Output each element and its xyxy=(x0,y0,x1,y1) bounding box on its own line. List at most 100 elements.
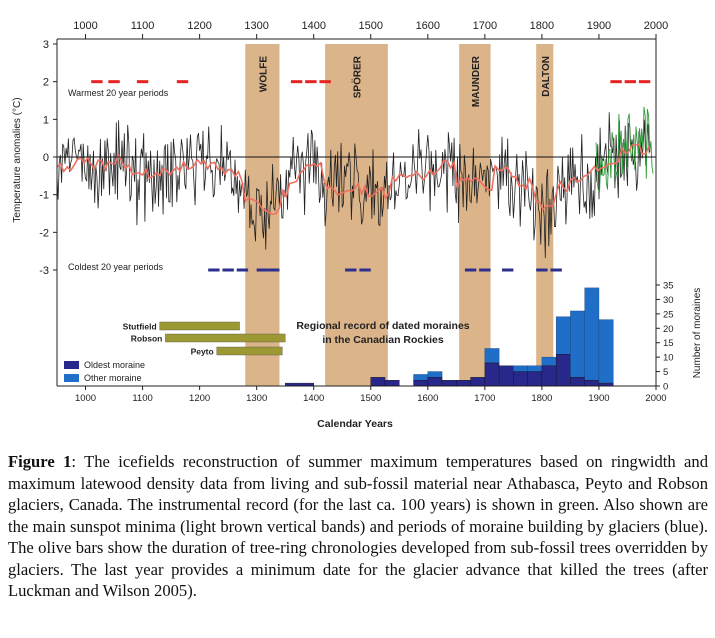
top-tick-label: 1000 xyxy=(73,20,97,32)
left-tick-label: 2 xyxy=(43,77,49,89)
moraine-bar-other xyxy=(555,316,571,355)
left-tick-label: -1 xyxy=(39,190,49,202)
warm-periods-label: Warmest 20 year periods xyxy=(68,88,169,98)
top-tick-label: 1500 xyxy=(359,20,383,32)
top-tick-label: 1900 xyxy=(587,20,611,32)
chart-annotations: Warmest 20 year periods Coldest 20 year … xyxy=(12,88,703,430)
moraine-bar-oldest xyxy=(370,377,386,387)
tree-ring-chronology-bars: Stutfield Robson Peyto xyxy=(123,322,286,357)
right-tick-label: 10 xyxy=(663,353,674,364)
moraine-bar-oldest xyxy=(441,380,457,387)
olive-bar-label: Stutfield xyxy=(123,322,157,332)
right-tick-label: 35 xyxy=(663,281,674,292)
moraine-bar-oldest xyxy=(527,371,543,387)
left-tick-label: 3 xyxy=(43,39,49,51)
moraine-bar-oldest xyxy=(384,380,400,387)
minimum-band xyxy=(245,44,280,386)
top-tick-label: 2000 xyxy=(644,20,668,32)
legend-oldest-swatch xyxy=(64,361,79,369)
olive-bar xyxy=(216,346,283,356)
temperature-series xyxy=(56,106,656,259)
top-tick-label: 1800 xyxy=(530,20,554,32)
moraine-bar-oldest xyxy=(555,354,571,387)
bottom-tick-label: 1800 xyxy=(531,393,552,404)
left-axis-title: Temperature anomalies (°C) xyxy=(12,97,23,222)
olive-bar xyxy=(159,321,240,331)
moraine-title-line1: Regional record of dated moraines xyxy=(296,320,469,332)
temperature-moraine-chart: WOLFE SPÖRER MAUNDER DALTON Stutfield Robson… xyxy=(12,20,703,430)
bottom-tick-label: 1400 xyxy=(303,393,324,404)
right-tick-label: 0 xyxy=(663,382,668,393)
right-tick-label: 20 xyxy=(663,324,674,335)
left-tick-label: 0 xyxy=(43,152,49,164)
legend-other-swatch xyxy=(64,374,79,382)
bottom-tick-label: 1500 xyxy=(360,393,381,404)
minimum-band xyxy=(325,44,388,386)
right-tick-label: 30 xyxy=(663,295,674,306)
moraine-bar-other xyxy=(584,287,600,381)
bottom-tick-label: 1900 xyxy=(588,393,609,404)
sunspot-minima-bands: WOLFE SPÖRER MAUNDER DALTON xyxy=(245,44,554,386)
left-tick-label: -2 xyxy=(39,227,49,239)
right-tick-label: 15 xyxy=(663,338,674,349)
bottom-tick-label: 2000 xyxy=(645,393,666,404)
olive-bar-label: Robson xyxy=(131,334,163,344)
olive-bar-label: Peyto xyxy=(191,347,214,357)
minimum-label: MAUNDER xyxy=(471,55,482,107)
left-tick-label: -3 xyxy=(39,265,49,277)
top-tick-label: 1100 xyxy=(131,20,155,32)
minimum-band xyxy=(536,44,554,386)
moraine-title-line2: in the Canadian Rockies xyxy=(322,334,444,346)
bottom-tick-label: 1100 xyxy=(132,393,152,404)
top-tick-label: 1200 xyxy=(187,20,211,32)
top-tick-label: 1700 xyxy=(473,20,497,32)
moraine-bar-oldest xyxy=(427,377,443,387)
moraine-bar-other xyxy=(484,348,500,364)
moraine-bar-oldest xyxy=(513,371,528,387)
minimum-band xyxy=(459,44,491,386)
figure-caption-text: : The icefields reconstruction of summer… xyxy=(8,452,708,600)
chart-axes: 1000 1100 1200 1300 1400 1500 1600 1700 1800 1900… xyxy=(39,20,673,404)
right-tick-label: 25 xyxy=(663,309,674,320)
moraine-bar-other xyxy=(570,310,585,378)
bottom-tick-label: 1200 xyxy=(189,393,210,404)
figure-caption: Figure 1: The icefields reconstruction o… xyxy=(8,451,708,602)
bottom-tick-label: 1600 xyxy=(417,393,438,404)
left-tick-label: 1 xyxy=(43,114,49,126)
smoothed-line xyxy=(56,143,650,216)
moraine-bar-other xyxy=(527,365,543,372)
bottom-tick-label: 1300 xyxy=(246,393,267,404)
moraine-bar-other xyxy=(513,365,528,372)
minimum-label: DALTON xyxy=(541,56,552,97)
moraine-bar-other xyxy=(541,356,557,366)
moraine-bar-oldest xyxy=(470,377,486,387)
moraine-histogram xyxy=(284,287,614,387)
moraine-bar-oldest xyxy=(584,380,600,387)
moraine-bar-other xyxy=(413,374,429,381)
moraine-bar-other xyxy=(427,371,443,378)
extreme-periods xyxy=(91,80,651,272)
legend-oldest-label: Oldest moraine xyxy=(84,360,145,370)
reconstruction-line xyxy=(56,112,651,259)
figure-label: Figure 1 xyxy=(8,452,72,471)
top-tick-label: 1600 xyxy=(416,20,440,32)
right-axis-title: Number of moraines xyxy=(692,288,703,379)
moraine-bar-oldest xyxy=(484,362,500,387)
cold-periods-label: Coldest 20 year periods xyxy=(68,262,164,272)
bottom-tick-label: 1700 xyxy=(474,393,495,404)
top-tick-label: 1400 xyxy=(301,20,325,32)
moraine-bar-oldest xyxy=(498,365,514,387)
bottom-tick-label: 1000 xyxy=(75,393,96,404)
x-axis-title: Calendar Years xyxy=(317,418,393,430)
minimum-label: WOLFE xyxy=(258,56,269,92)
legend-other-label: Other moraine xyxy=(84,373,142,383)
right-tick-label: 5 xyxy=(663,367,668,378)
moraine-bar-oldest xyxy=(541,365,557,387)
moraine-bar-other xyxy=(598,319,614,384)
moraine-bar-oldest xyxy=(456,380,471,387)
top-tick-label: 1300 xyxy=(244,20,268,32)
minimum-label: SPÖRER xyxy=(351,55,364,98)
olive-bar xyxy=(165,333,286,343)
moraine-bar-oldest xyxy=(570,377,585,387)
moraine-bar-oldest xyxy=(413,380,429,387)
